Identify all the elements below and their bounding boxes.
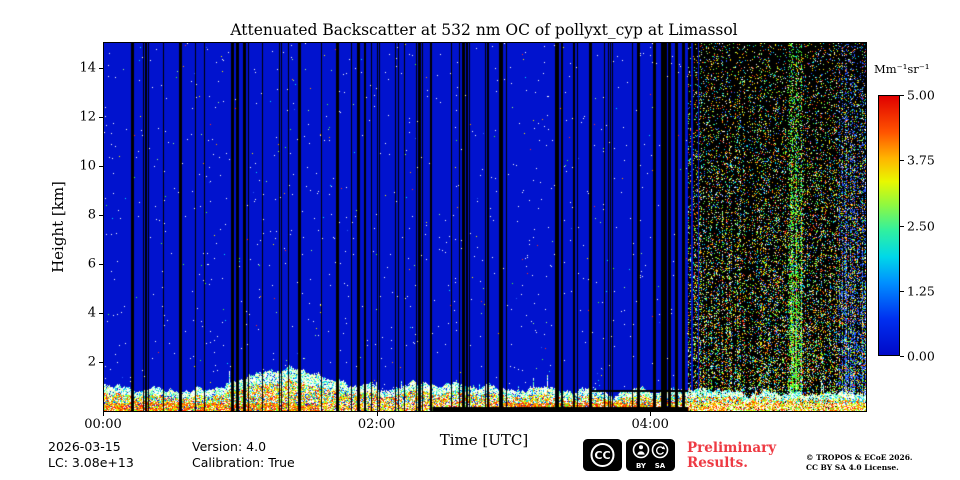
colorbar-tick-mark [900,225,904,227]
colorbar-tick-label: 0.00 [907,348,935,364]
cc-by-sa-plate [626,439,675,471]
cc-logo-circle [590,443,615,467]
x-tick-mark [103,412,104,416]
cc-sa-arrow-arc [655,446,665,455]
copyright-note: © TROPOS & ECoE 2026. CC BY SA 4.0 Licen… [806,453,913,472]
y-tick-mark [99,263,103,265]
measurement-meta-left: 2026-03-15 LC: 3.08e+13 [48,439,134,471]
colorbar-tick-mark [900,95,904,96]
lidar-constant-label: LC: 3.08e+13 [48,455,134,470]
cc-license-badge: CC BY SA [583,439,675,471]
y-tick-mark [99,165,103,167]
colorbar-tick-label: 5.00 [907,87,935,103]
preliminary-results-note: Preliminary Results. [687,441,776,471]
y-tick-label: 6 [87,256,96,272]
colorbar-tick-mark [900,356,904,357]
colorbar [878,95,900,356]
y-tick-label: 8 [87,207,96,223]
y-tick-mark [99,312,103,314]
version-label: Version: 4.0 [192,439,267,454]
heatmap-canvas [104,43,866,411]
cc-by-person-icon [632,441,650,459]
cc-logo-plate [583,439,622,471]
colorbar-tick-label: 2.50 [907,218,935,233]
x-tick-mark [376,412,378,416]
cc-logo-text: CC [594,449,610,462]
copyright-line2: CC BY SA 4.0 License. [806,462,899,472]
x-tick-mark [650,412,652,416]
date-label: 2026-03-15 [48,439,121,454]
cc-by-person-body [637,451,645,455]
x-tick-label: 02:00 [357,417,396,432]
preliminary-line2: Results. [687,455,748,471]
chart-title: Attenuated Backscatter at 532 nm OC of p… [230,21,738,39]
cc-by-label: BY [636,462,647,470]
colorbar-tick-label: 1.25 [907,283,935,299]
y-tick-label: 12 [79,109,96,125]
cc-sa-label: SA [655,462,666,470]
colorbar-tick-mark [900,290,904,292]
copyright-line1: © TROPOS & ECoE 2026. [806,453,913,462]
preliminary-line1: Preliminary [687,440,777,456]
cc-sa-arrow-head [661,446,666,450]
colorbar-unit-label: Mm⁻¹sr⁻¹ [874,62,930,76]
y-tick-mark [99,67,103,69]
measurement-meta-right: Version: 4.0 Calibration: True [192,439,295,471]
y-axis-label: Height [km] [49,181,67,273]
cc-by-person-head [639,445,643,450]
x-axis-label: Time [UTC] [439,431,529,449]
y-tick-mark [99,361,103,363]
calibration-label: Calibration: True [192,455,295,470]
y-tick-label: 14 [79,60,96,76]
y-tick-mark [99,214,103,216]
y-tick-label: 2 [87,354,96,370]
x-tick-label: 04:00 [631,417,669,432]
cc-sa-arrow-icon [651,441,669,459]
x-tick-label: 00:00 [84,417,122,432]
colorbar-tick-mark [900,160,904,162]
plot-area [103,42,867,412]
y-tick-mark [99,116,103,118]
y-tick-label: 4 [87,305,96,321]
colorbar-tick-label: 3.75 [907,152,935,168]
y-tick-label: 10 [79,158,96,174]
